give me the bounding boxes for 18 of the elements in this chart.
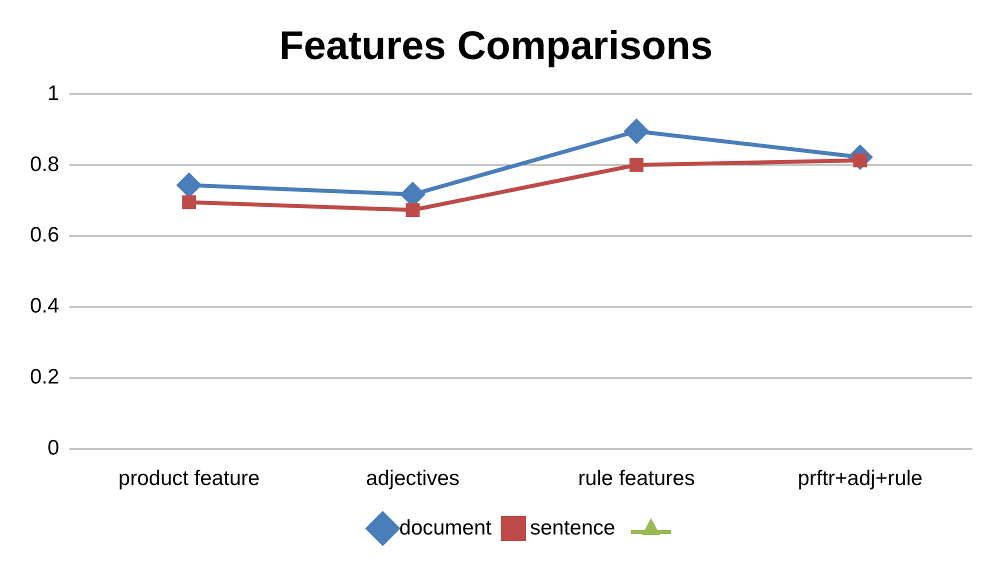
y-tick-label: 0.8 (30, 152, 60, 176)
point (629, 158, 644, 172)
point (177, 173, 202, 198)
x-tick-label: product feature (118, 467, 260, 490)
x-tick-label: adjectives (366, 467, 460, 490)
legend-label: document (399, 516, 492, 540)
legend-label: sentence (530, 516, 616, 540)
y-tick-label: 0.2 (30, 366, 60, 389)
y-tick-label: 1 (48, 82, 60, 105)
x-tick-label: rule features (578, 467, 695, 490)
point (406, 203, 420, 217)
y-tick-label: 0.6 (30, 224, 60, 247)
point (182, 195, 196, 210)
y-tick-label: 0 (48, 436, 60, 460)
y-tick-label: 0.4 (30, 294, 60, 318)
chart-title: Features Comparisons (279, 24, 713, 68)
point (624, 119, 648, 144)
x-tick-label: prftr+adj+rule (798, 467, 923, 490)
